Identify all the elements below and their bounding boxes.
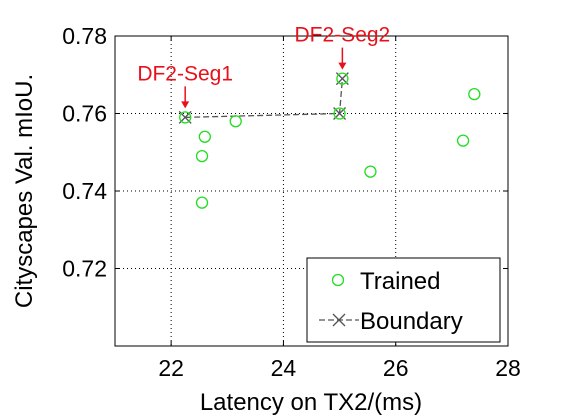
legend-box [306, 257, 501, 343]
x-tick-label-2: 26 [383, 355, 409, 381]
y-tick-label-1: 0.74 [62, 178, 107, 204]
trained-point-3 [195, 196, 209, 209]
legend-boundary-label: Boundary [360, 308, 463, 335]
y-axis: 0.72 0.74 0.76 0.78 [62, 23, 508, 282]
trained-point-2 [195, 149, 209, 163]
trained-point-0 [179, 111, 192, 124]
trained-point-9 [468, 87, 481, 101]
y-tick-label-0: 0.72 [62, 256, 107, 282]
trained-point-6 [336, 72, 349, 85]
annotation-0: DF2-Seg1 [137, 62, 233, 109]
trained-point-5 [333, 107, 346, 120]
annotation-label-0: DF2-Seg1 [137, 62, 233, 85]
y-tick-label-2: 0.76 [62, 101, 107, 127]
trained-series [179, 72, 481, 209]
trained-point-8 [456, 134, 470, 147]
x-tick-label-3: 28 [495, 355, 521, 381]
trained-point-7 [364, 165, 377, 178]
x-tick-label-1: 24 [271, 355, 297, 381]
y-axis-label: Cityscapes Val. mIoU. [11, 74, 38, 308]
y-tick-label-3: 0.78 [62, 23, 107, 49]
x-tick-label-0: 22 [158, 355, 184, 381]
legend: Trained Boundary [306, 257, 501, 343]
x-axis: 22 24 26 28 [158, 36, 521, 381]
annotation-label-1: DF2-Seg2 [295, 24, 391, 47]
annotation-arrowhead-1 [338, 62, 347, 70]
legend-boundary-marker [332, 313, 346, 327]
annotation-arrowhead-0 [181, 101, 190, 109]
trained-point-4 [229, 115, 242, 128]
trained-point-1 [198, 130, 211, 143]
legend-trained-marker [331, 273, 345, 287]
annotations: DF2-Seg1 DF2-Seg2 [137, 24, 390, 109]
x-axis-label: Latency on TX2/(ms) [200, 389, 422, 416]
annotation-1: DF2-Seg2 [295, 24, 391, 70]
legend-trained-label: Trained [360, 268, 440, 295]
